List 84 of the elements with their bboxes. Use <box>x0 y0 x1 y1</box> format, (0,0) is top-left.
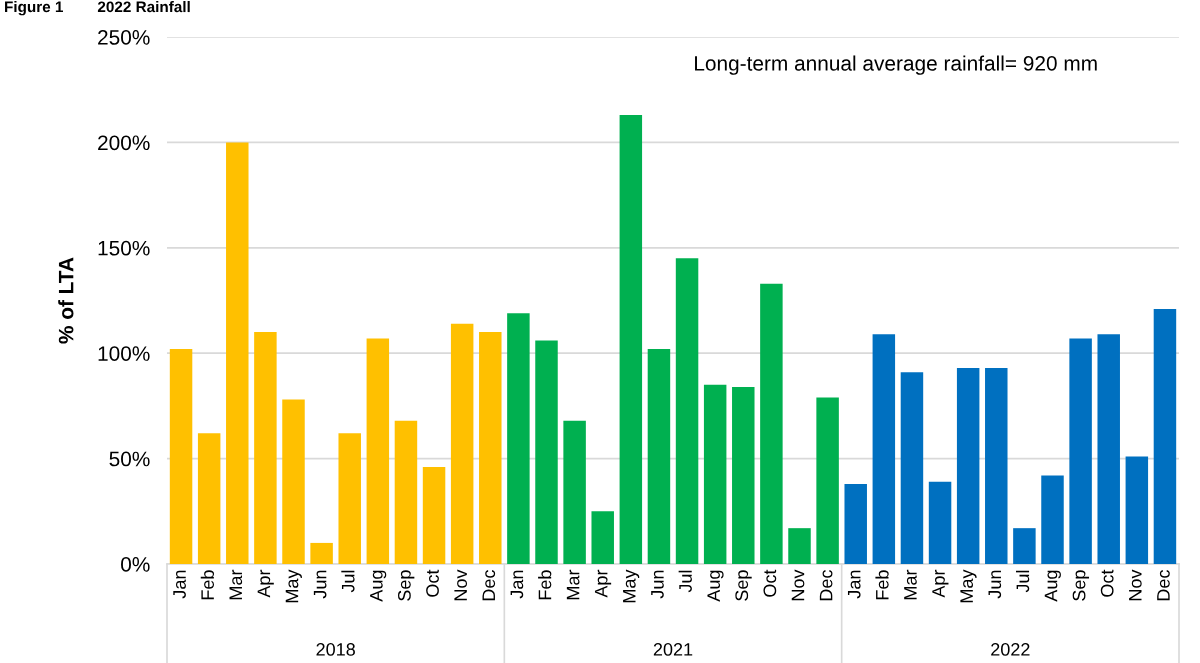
bar <box>479 332 502 564</box>
x-tick-label: Aug <box>707 570 724 602</box>
x-tick-label: Oct <box>1100 569 1114 597</box>
x-tick-label: Aug <box>1044 570 1061 602</box>
x-tick-label: May <box>285 569 302 603</box>
bar <box>1097 334 1120 564</box>
x-tick-label: Mar <box>229 569 243 600</box>
bar <box>1069 338 1092 564</box>
x-tick-label: Jun <box>313 570 327 599</box>
x-tick-label: Mar <box>904 569 917 600</box>
bar <box>816 397 839 564</box>
x-tick-label: Feb <box>538 570 552 600</box>
x-tick-label: Feb <box>875 570 889 600</box>
x-tick-label: Sep <box>1072 570 1090 601</box>
x-tick-label: Dec <box>1157 570 1170 601</box>
chart-title: Figure 1 2022 Rainfall <box>5 1 190 16</box>
bar <box>788 528 811 564</box>
bar <box>900 372 924 564</box>
x-tick-label: Jan <box>173 570 186 599</box>
bar <box>760 283 783 564</box>
x-tick-label: Nov <box>454 569 468 601</box>
bar <box>928 481 952 564</box>
bar <box>1125 456 1149 564</box>
x-tick-label: May <box>960 569 977 603</box>
x-tick-label: Dec <box>819 570 833 601</box>
x-tick-label: Sep <box>398 570 415 601</box>
x-tick-label: Oct <box>763 569 777 597</box>
x-tick-label: Sep <box>735 570 752 601</box>
x-tick-label: Apr <box>257 569 274 598</box>
bar <box>394 420 418 564</box>
x-tick-label: Jun <box>651 570 664 599</box>
bar <box>450 323 474 564</box>
y-axis-title: % of LTA <box>58 257 74 344</box>
x-tick-label: Jun <box>988 570 1002 599</box>
x-tick-label: Apr <box>932 569 949 598</box>
x-tick-label: Jul <box>678 570 692 593</box>
bar <box>985 367 1008 564</box>
x-tick-label: Apr <box>594 569 612 598</box>
bar <box>422 467 446 564</box>
x-tick-label: Nov <box>791 569 805 601</box>
bar <box>507 313 530 564</box>
bar <box>591 511 614 564</box>
x-tick-label: Mar <box>566 569 580 600</box>
bar <box>1041 475 1064 564</box>
x-tick-label: May <box>623 569 640 603</box>
x-tick-label: Dec <box>482 570 496 601</box>
bar <box>254 332 277 564</box>
text: 2021 <box>653 643 693 656</box>
x-tick-label: Nov <box>1129 569 1142 601</box>
bar <box>563 420 586 564</box>
bar <box>226 142 249 564</box>
y-tick-label: 150% <box>98 240 150 256</box>
bar <box>675 258 699 564</box>
bar <box>732 386 755 564</box>
bar <box>1013 528 1036 564</box>
bar <box>1153 308 1177 564</box>
bar <box>366 338 390 564</box>
x-tick-label: Jan <box>847 570 861 599</box>
bar <box>619 115 643 564</box>
bar <box>703 384 727 564</box>
x-tick-label: Oct <box>426 569 439 597</box>
bar <box>310 542 333 564</box>
y-tick-label: 200% <box>98 135 150 151</box>
y-tick-label: 250% <box>98 30 150 45</box>
x-tick-label: Jan <box>510 570 524 599</box>
bar <box>535 340 558 564</box>
y-tick-label: 0% <box>121 557 150 572</box>
bar <box>169 348 193 564</box>
x-tick-label: Jul <box>341 570 355 593</box>
bar <box>282 399 305 564</box>
x-tick-label: Aug <box>370 570 387 602</box>
bar <box>956 367 980 564</box>
annotation: Long-term annual average rainfall= 920 mm <box>695 55 1097 75</box>
bar <box>844 483 867 564</box>
x-tick-label: Jul <box>1015 570 1030 593</box>
bar <box>338 433 361 564</box>
bar <box>647 348 671 564</box>
y-tick-label: 100% <box>98 346 150 361</box>
text: 2018 <box>316 643 355 656</box>
bar <box>872 334 896 564</box>
text: 2022 <box>991 643 1030 656</box>
x-tick-label: Feb <box>200 570 215 600</box>
y-tick-label: 50% <box>109 451 150 467</box>
bar <box>197 433 221 564</box>
